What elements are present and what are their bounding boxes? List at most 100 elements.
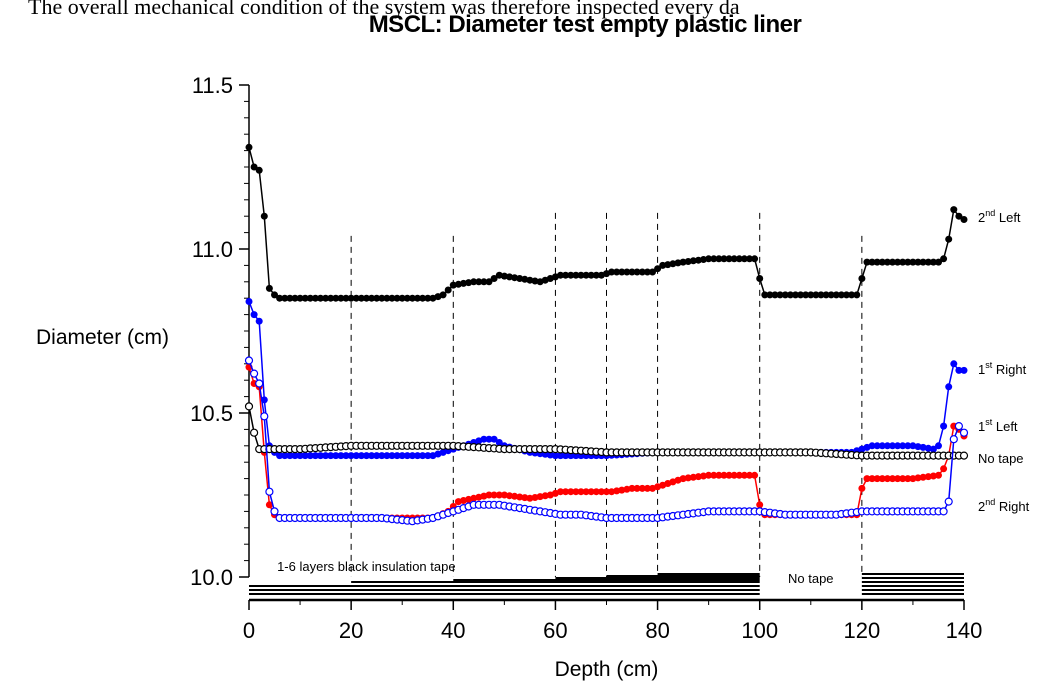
data-point [873, 475, 881, 483]
data-point [909, 258, 917, 266]
data-point [766, 291, 774, 299]
data-point [352, 294, 360, 302]
data-point [342, 452, 350, 460]
data-point [940, 255, 948, 263]
data-point [730, 255, 738, 263]
data-point [904, 475, 912, 483]
data-point [689, 473, 697, 481]
x-tick-label-100: 100 [741, 618, 778, 643]
data-point [812, 291, 820, 299]
data-point [265, 501, 273, 509]
data-point [577, 271, 585, 279]
series-0 [245, 143, 968, 302]
data-point [700, 472, 707, 480]
data-point [245, 143, 253, 151]
data-point [296, 452, 304, 460]
data-point [516, 493, 524, 501]
data-point [480, 278, 488, 286]
data-point [949, 435, 958, 444]
x-tick-label-140: 140 [946, 618, 983, 643]
data-point [577, 488, 585, 496]
data-point [244, 356, 254, 365]
data-point [388, 452, 396, 460]
data-point [291, 294, 299, 302]
data-point [684, 474, 692, 482]
x-tick-label-40: 40 [441, 618, 465, 643]
data-point [935, 442, 942, 450]
data-point [694, 256, 702, 264]
data-point [904, 442, 912, 450]
data-point [924, 258, 932, 266]
x-tick-label-80: 80 [645, 618, 669, 643]
data-point [270, 507, 279, 516]
data-point [940, 465, 948, 473]
data-point [837, 291, 845, 299]
data-point [322, 452, 330, 460]
y-tick-label-10.0: 10.0 [190, 565, 233, 590]
data-point [797, 291, 805, 299]
data-point [311, 452, 319, 460]
data-point [506, 492, 513, 500]
data-point [959, 428, 969, 437]
page-header-text: The overall mechanical condition of the … [28, 0, 740, 19]
data-point [572, 271, 580, 279]
data-point [357, 294, 365, 302]
data-point [873, 258, 881, 266]
data-point [725, 255, 733, 263]
data-point [827, 291, 835, 299]
y-tick-label-10.5: 10.5 [190, 401, 233, 426]
data-point [587, 488, 595, 496]
data-point [868, 442, 876, 450]
data-point [959, 451, 969, 460]
data-point [638, 484, 646, 492]
data-point [643, 484, 651, 492]
data-point [327, 452, 335, 460]
data-point [613, 268, 621, 276]
data-point [863, 475, 871, 483]
data-point [291, 452, 299, 460]
data-point [352, 452, 360, 460]
data-point [649, 268, 656, 276]
data-point [843, 291, 850, 299]
data-point [761, 291, 769, 299]
data-point [424, 294, 432, 302]
series-label: 1st Right [978, 360, 1027, 377]
data-point [276, 294, 284, 302]
series-4 [244, 356, 969, 526]
data-point [490, 435, 498, 443]
data-point [393, 294, 401, 302]
data-point [894, 475, 902, 483]
data-point [582, 488, 590, 496]
data-point [955, 212, 963, 220]
data-point [567, 488, 575, 496]
data-point [710, 471, 718, 479]
data-point [322, 294, 330, 302]
data-point [332, 452, 340, 460]
data-point [398, 452, 406, 460]
data-point [475, 278, 483, 286]
data-point [929, 445, 937, 453]
data-point [557, 271, 564, 279]
series-label: No tape [978, 451, 1024, 466]
data-point [368, 452, 376, 460]
data-point [260, 412, 269, 421]
data-point [255, 379, 264, 388]
data-point [623, 268, 631, 276]
data-point [940, 422, 948, 430]
data-point [883, 258, 891, 266]
series-label: 1st Left [978, 417, 1018, 434]
x-tick-label-60: 60 [543, 618, 567, 643]
y-tick-label-11.0: 11.0 [192, 237, 233, 262]
data-point [705, 255, 713, 263]
data-point [419, 452, 427, 460]
data-point [863, 258, 871, 266]
data-point [403, 452, 411, 460]
data-point [868, 258, 876, 266]
data-point [889, 442, 896, 450]
data-point [628, 484, 636, 492]
data-point [899, 475, 907, 483]
data-point [817, 291, 825, 299]
data-point [582, 271, 590, 279]
data-point [597, 488, 605, 496]
data-point [265, 284, 273, 292]
